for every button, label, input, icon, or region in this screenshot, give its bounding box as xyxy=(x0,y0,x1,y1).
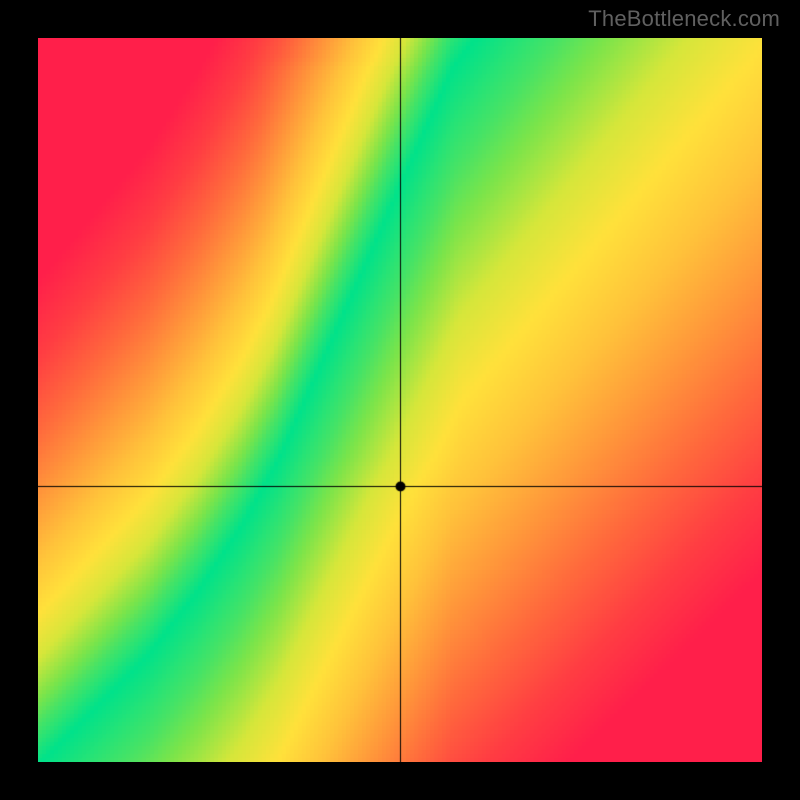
watermark-text: TheBottleneck.com xyxy=(588,6,780,32)
chart-container: TheBottleneck.com xyxy=(0,0,800,800)
heatmap-chart xyxy=(38,38,762,762)
